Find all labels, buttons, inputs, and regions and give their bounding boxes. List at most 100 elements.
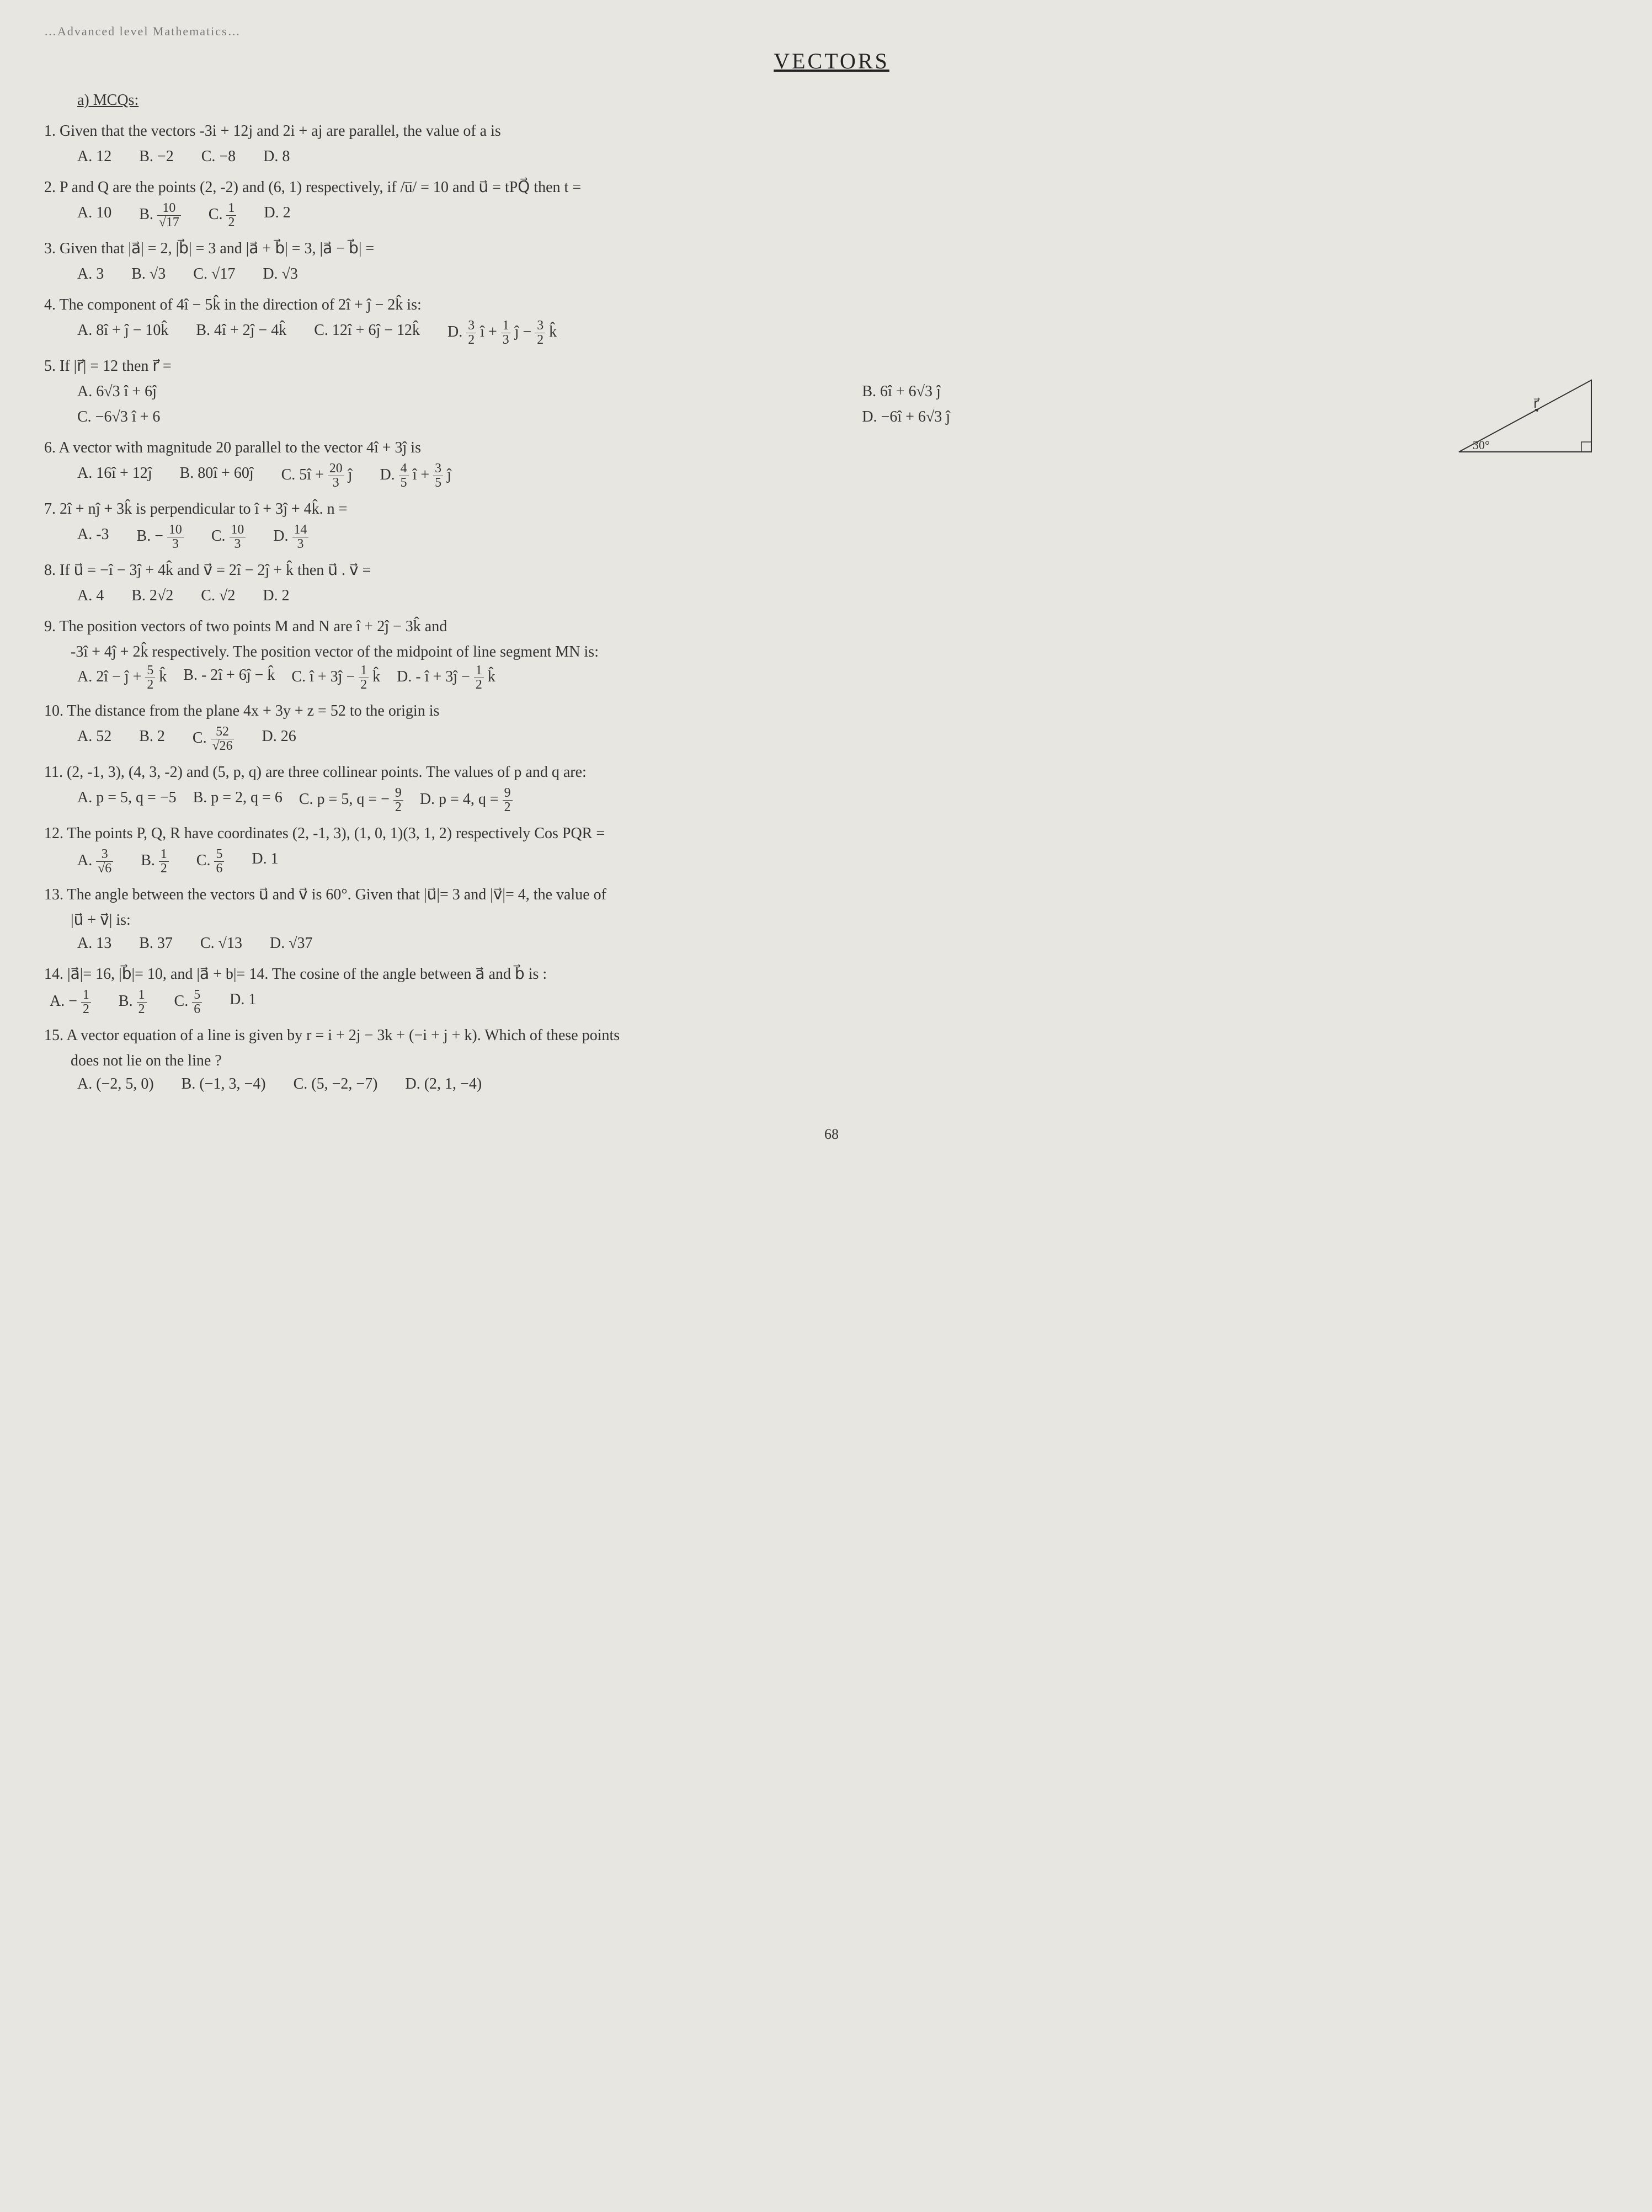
q11-d-num: 9 xyxy=(503,786,513,801)
q3-opt-d: D. √3 xyxy=(263,263,298,286)
q12-b-den: 2 xyxy=(159,862,169,876)
q9-options: A. 2î − ĵ + 52 k̂ B. - 2î + 6ĵ − k̂ C. î… xyxy=(77,664,1619,692)
q9-c-post: k̂ xyxy=(369,668,380,685)
q11-opt-a: A. p = 5, q = −5 xyxy=(77,786,177,814)
q4-options: A. 8î + ĵ − 10k̂ B. 4î + 2ĵ − 4k̂ C. 12î… xyxy=(77,319,1619,347)
q12-c-pre: C. xyxy=(196,852,215,869)
q12-c-num: 5 xyxy=(214,848,224,862)
q2-opt-a: A. 10 xyxy=(77,201,111,230)
q11-text: 11. (2, -1, 3), (4, 3, -2) and (5, p, q)… xyxy=(44,761,1619,784)
q15-opt-c: C. (5, −2, −7) xyxy=(294,1073,378,1096)
q6-d-mid: î + xyxy=(409,466,434,483)
q14-b-pre: B. xyxy=(119,993,137,1010)
q12-a-den: √6 xyxy=(96,862,113,876)
q8-opt-b: B. 2√2 xyxy=(131,584,173,607)
q2-c-pre: C. xyxy=(209,206,227,223)
q11-c-num: 9 xyxy=(393,786,403,801)
q2-options: A. 10 B. 10√17 C. 12 D. 2 xyxy=(77,201,1619,230)
q4-d-n2: 1 xyxy=(501,319,511,333)
q11-d-pre: D. p = 4, q = xyxy=(420,791,503,808)
q13-opt-a: A. 13 xyxy=(77,932,111,955)
q10-opt-d: D. 26 xyxy=(262,725,296,753)
q4-text: 4. The component of 4î − 5k̂ in the dire… xyxy=(44,294,1619,317)
q5-opt-a: A. 6√3 î + 6ĵ xyxy=(77,380,829,403)
q12-opt-a: A. 3√6 xyxy=(77,848,113,876)
q10-opt-a: A. 52 xyxy=(77,725,111,753)
q12-opt-c: C. 56 xyxy=(196,848,225,876)
q11-opt-c: C. p = 5, q = − 92 xyxy=(299,786,403,814)
q11-opt-d: D. p = 4, q = 92 xyxy=(420,786,513,814)
q7-b-pre: B. − xyxy=(137,527,167,545)
q12-options: A. 3√6 B. 12 C. 56 D. 1 xyxy=(77,848,1619,876)
q7-opt-d: D. 143 xyxy=(273,523,308,551)
q4-d-mid2: ĵ − xyxy=(511,323,536,340)
q11-opt-b: B. p = 2, q = 6 xyxy=(193,786,283,814)
q14-b-den: 2 xyxy=(137,1003,147,1016)
q7-c-den: 3 xyxy=(230,537,246,551)
q1-options: A. 12 B. −2 C. −8 D. 8 xyxy=(77,145,1619,168)
q14-b-num: 1 xyxy=(137,988,147,1003)
q13-text-1: 13. The angle between the vectors u⃗ and… xyxy=(44,883,1619,907)
q6-opt-a: A. 16î + 12ĵ xyxy=(77,462,152,490)
q12-a-pre: A. xyxy=(77,852,96,869)
q7-options: A. -3 B. − 103 C. 103 D. 143 xyxy=(77,523,1619,551)
q8-opt-a: A. 4 xyxy=(77,584,104,607)
q3-opt-c: C. √17 xyxy=(193,263,235,286)
q12-opt-d: D. 1 xyxy=(252,848,278,876)
q9-d-post: k̂ xyxy=(484,668,495,685)
q4-opt-d: D. 32 î + 13 ĵ − 32 k̂ xyxy=(447,319,557,347)
q9-c-den: 2 xyxy=(359,678,369,692)
q10-c-pre: C. xyxy=(193,729,211,747)
q6-opt-d: D. 45 î + 35 ĵ xyxy=(380,462,451,490)
book-header: …Advanced level Mathematics… xyxy=(44,22,1619,40)
q6-d-pre: D. xyxy=(380,466,398,483)
q9-opt-d: D. - î + 3ĵ − 12 k̂ xyxy=(397,664,495,692)
q9-opt-a: A. 2î − ĵ + 52 k̂ xyxy=(77,664,167,692)
q6-c-den: 3 xyxy=(328,476,344,490)
q11-options: A. p = 5, q = −5 B. p = 2, q = 6 C. p = … xyxy=(77,786,1619,814)
q6-options: A. 16î + 12ĵ B. 80î + 60ĵ C. 5î + 203 ĵ … xyxy=(77,462,1619,490)
q8-options: A. 4 B. 2√2 C. √2 D. 2 xyxy=(77,584,1619,607)
q4-d-pre: D. xyxy=(447,323,466,340)
q5-opt-c: C. −6√3 î + 6 xyxy=(77,406,829,429)
q14-opt-d: D. 1 xyxy=(230,988,256,1016)
q3-opt-b: B. √3 xyxy=(131,263,166,286)
q7-text: 7. 2î + nĵ + 3k̂ is perpendicular to î +… xyxy=(44,498,1619,521)
q15-text-1: 15. A vector equation of a line is given… xyxy=(44,1024,1619,1047)
q1-opt-b: B. −2 xyxy=(139,145,173,168)
q9-text-2: -3î + 4ĵ + 2k̂ respectively. The positio… xyxy=(71,641,1619,664)
q7-b-num: 10 xyxy=(167,523,184,537)
q6-d-d2: 5 xyxy=(433,476,443,490)
q7-d-num: 14 xyxy=(292,523,309,537)
q2-b-pre: B. xyxy=(139,206,157,223)
q7-d-den: 3 xyxy=(292,537,309,551)
q6-c-post: ĵ xyxy=(344,466,353,483)
q8-text: 8. If u⃗ = −î − 3ĵ + 4k̂ and v⃗ = 2î − 2… xyxy=(44,559,1619,582)
q14-opt-c: C. 56 xyxy=(174,988,202,1016)
q14-opt-b: B. 12 xyxy=(119,988,147,1016)
q12-a-num: 3 xyxy=(96,848,113,862)
q6-opt-b: B. 80î + 60ĵ xyxy=(180,462,254,490)
q9-a-den: 2 xyxy=(145,678,155,692)
q9-d-den: 2 xyxy=(474,678,484,692)
q4-d-d2: 3 xyxy=(501,333,511,347)
q10-options: A. 52 B. 2 C. 52√26 D. 26 xyxy=(77,725,1619,753)
q3-text: 3. Given that |a⃗| = 2, |b⃗| = 3 and |a⃗… xyxy=(44,237,1619,260)
q10-c-num: 52 xyxy=(211,725,235,739)
q4-d-d1: 2 xyxy=(466,333,476,347)
q9-text-1: 9. The position vectors of two points M … xyxy=(44,615,1619,638)
q2-c-num: 1 xyxy=(226,201,236,216)
q14-c-num: 5 xyxy=(192,988,202,1003)
q11-d-den: 2 xyxy=(503,801,513,814)
q14-c-den: 6 xyxy=(192,1003,202,1016)
q8-opt-d: D. 2 xyxy=(263,584,289,607)
q10-opt-b: B. 2 xyxy=(139,725,165,753)
q15-opt-d: D. (2, 1, −4) xyxy=(405,1073,482,1096)
q7-opt-a: A. -3 xyxy=(77,523,109,551)
q3-opt-a: A. 3 xyxy=(77,263,104,286)
q8-opt-c: C. √2 xyxy=(201,584,235,607)
q7-opt-b: B. − 103 xyxy=(137,523,184,551)
q9-a-num: 5 xyxy=(145,664,155,678)
q1-text: 1. Given that the vectors -3i + 12j and … xyxy=(44,120,1619,143)
q11-c-pre: C. p = 5, q = − xyxy=(299,791,393,808)
